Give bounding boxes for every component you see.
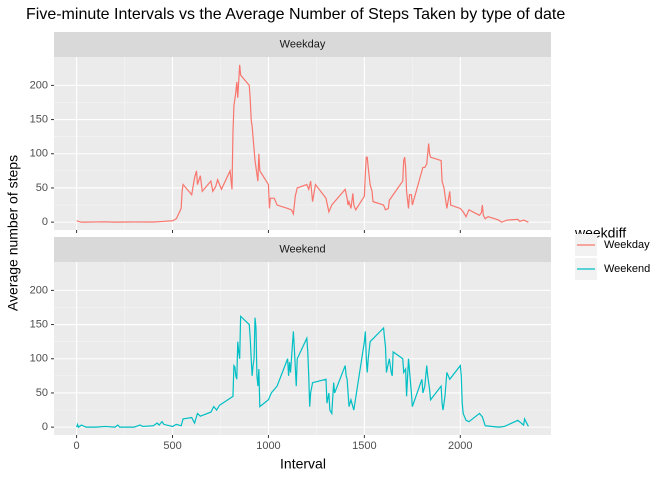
- legend-label: Weekend: [604, 263, 650, 275]
- strip: [54, 237, 551, 262]
- y-tick-label: 100: [30, 148, 48, 160]
- y-axis-title: Average number of steps: [5, 155, 21, 311]
- series-line: [76, 314, 529, 429]
- panel-background: [54, 57, 551, 230]
- strip-label: Weekend: [279, 243, 325, 255]
- y-tick-label: 0: [42, 421, 48, 433]
- x-tick-label: 2000: [448, 440, 472, 452]
- y-tick-label: 150: [30, 113, 48, 125]
- x-axis-title: Interval: [280, 456, 326, 472]
- strip: [54, 32, 551, 57]
- y-tick-label: 0: [42, 216, 48, 228]
- chart-title: Five-minute Intervals vs the Average Num…: [26, 6, 565, 23]
- x-tick-label: 0: [74, 440, 80, 452]
- x-tick-label: 1000: [256, 440, 280, 452]
- legend-label: Weekday: [604, 239, 650, 251]
- series-line: [76, 64, 529, 223]
- y-tick-label: 50: [36, 182, 48, 194]
- y-tick-label: 150: [30, 318, 48, 330]
- x-tick-label: 500: [163, 440, 181, 452]
- y-tick-label: 200: [30, 284, 48, 296]
- x-tick-label: 1500: [352, 440, 376, 452]
- y-tick-label: 100: [30, 353, 48, 365]
- y-tick-label: 50: [36, 387, 48, 399]
- y-tick-label: 200: [30, 79, 48, 91]
- strip-label: Weekday: [280, 38, 326, 50]
